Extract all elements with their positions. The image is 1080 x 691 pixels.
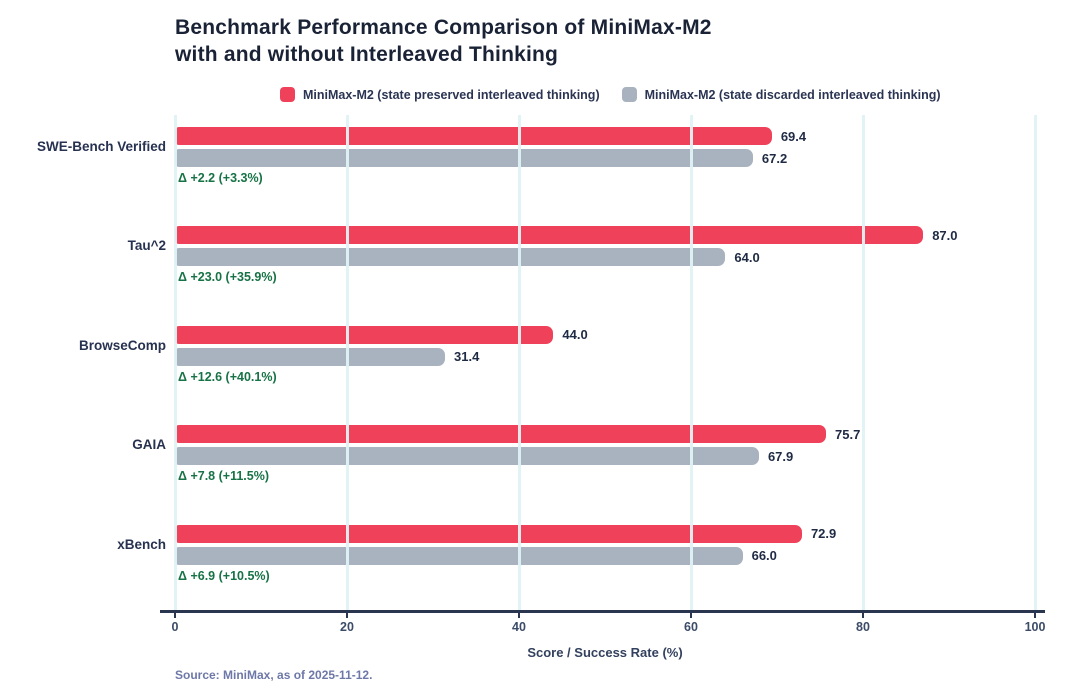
bar-preserved (175, 524, 802, 543)
gridline (518, 115, 521, 612)
bar-row: 44.0 (175, 325, 588, 344)
category-label: SWE-Bench Verified (36, 139, 166, 154)
chart-title: Benchmark Performance Comparison of Mini… (175, 14, 712, 68)
legend: MiniMax-M2 (state preserved interleaved … (280, 87, 941, 102)
x-axis-title: Score / Success Rate (%) (527, 645, 683, 660)
bar-value-label: 64.0 (734, 249, 760, 265)
bar-preserved (175, 226, 924, 245)
bar-discarded (175, 347, 446, 366)
bar-discarded (175, 248, 726, 267)
tick-label: 0 (171, 620, 179, 634)
bar-group-tau-2: 87.0 64.0 Δ +23.0 (+35.9%) (175, 226, 1035, 286)
bar-value-label: 31.4 (454, 349, 480, 365)
tick-label: 80 (856, 620, 870, 634)
plot-area: 69.4 67.2 Δ +2.2 (+3.3%) 87.0 64.0 Δ +23.0 (+… (174, 115, 1037, 612)
category-label: Tau^2 (127, 238, 166, 254)
bar-preserved (175, 425, 827, 444)
axis-tick (1034, 613, 1036, 618)
bar-value-label: 66.0 (751, 548, 777, 564)
bar-group-browsecomp: 44.0 31.4 Δ +12.6 (+40.1%) (175, 325, 1035, 386)
legend-label-discarded: MiniMax-M2 (state discarded interleaved … (644, 87, 941, 102)
chart-title-line1: Benchmark Performance Comparison of Mini… (175, 16, 712, 39)
gridline (862, 115, 865, 612)
bar-group-gaia: 75.7 67.9 Δ +7.8 (+11.5%) (175, 425, 1035, 485)
bar-preserved (175, 127, 772, 145)
tick-label: 20 (340, 620, 354, 634)
bar-value-label: 87.0 (932, 227, 958, 243)
category-label: BrowseComp (78, 337, 166, 353)
delta-annotation: Δ +12.6 (+40.1%) (178, 369, 277, 384)
bar-row: 31.4 (175, 347, 480, 366)
bar-row: 72.9 (175, 524, 837, 543)
bar-row: 67.2 (175, 149, 787, 167)
bar-group-xbench: 72.9 66.0 Δ +6.9 (+10.5%) (175, 524, 1035, 585)
bar-value-label: 75.7 (835, 426, 861, 442)
bar-group-swe-bench-verified: 69.4 67.2 Δ +2.2 (+3.3%) (175, 127, 1035, 187)
bar-value-label: 67.2 (761, 150, 788, 166)
axis-tick (518, 613, 520, 618)
tick-label: 60 (684, 620, 698, 634)
gridline (1034, 115, 1037, 612)
legend-swatch-red (280, 87, 295, 102)
delta-annotation: Δ +6.9 (+10.5%) (178, 568, 270, 583)
legend-item-preserved: MiniMax-M2 (state preserved interleaved … (280, 87, 600, 102)
axis-tick (346, 613, 348, 618)
bar-discarded (175, 546, 743, 565)
legend-item-discarded: MiniMax-M2 (state discarded interleaved … (621, 87, 941, 102)
gridline (174, 115, 177, 612)
category-label: xBench (117, 536, 166, 552)
bar-value-label: 69.4 (780, 128, 807, 144)
bar-row: 69.4 (175, 127, 806, 145)
axis-tick (690, 613, 692, 618)
delta-annotation: Δ +2.2 (+3.3%) (178, 171, 263, 185)
source-note: Source: MiniMax, as of 2025-11-12. (175, 668, 373, 682)
bar-discarded (175, 149, 753, 167)
bar-value-label: 72.9 (810, 526, 837, 542)
bar-row: 75.7 (175, 425, 861, 444)
legend-swatch-gray (621, 87, 637, 102)
gridline (690, 115, 693, 612)
axis-tick (862, 613, 864, 618)
gridline (346, 115, 349, 612)
bar-discarded (175, 447, 759, 466)
tick-label: 40 (512, 620, 526, 634)
delta-annotation: Δ +23.0 (+35.9%) (178, 270, 277, 285)
tick-label: 100 (1024, 620, 1046, 634)
bar-value-label: 44.0 (562, 327, 588, 343)
chart-title-line2: with and without Interleaved Thinking (175, 43, 559, 66)
category-label: GAIA (132, 437, 166, 453)
bar-row: 87.0 (175, 226, 958, 245)
bar-value-label: 67.9 (767, 448, 794, 464)
bar-row: 67.9 (175, 447, 794, 466)
x-axis-line (160, 610, 1045, 613)
delta-annotation: Δ +7.8 (+11.5%) (178, 469, 269, 484)
bar-preserved (175, 325, 554, 344)
bar-row: 66.0 (175, 546, 777, 565)
axis-tick (174, 613, 176, 618)
bar-row: 64.0 (175, 248, 760, 267)
legend-label-preserved: MiniMax-M2 (state preserved interleaved … (303, 87, 600, 102)
